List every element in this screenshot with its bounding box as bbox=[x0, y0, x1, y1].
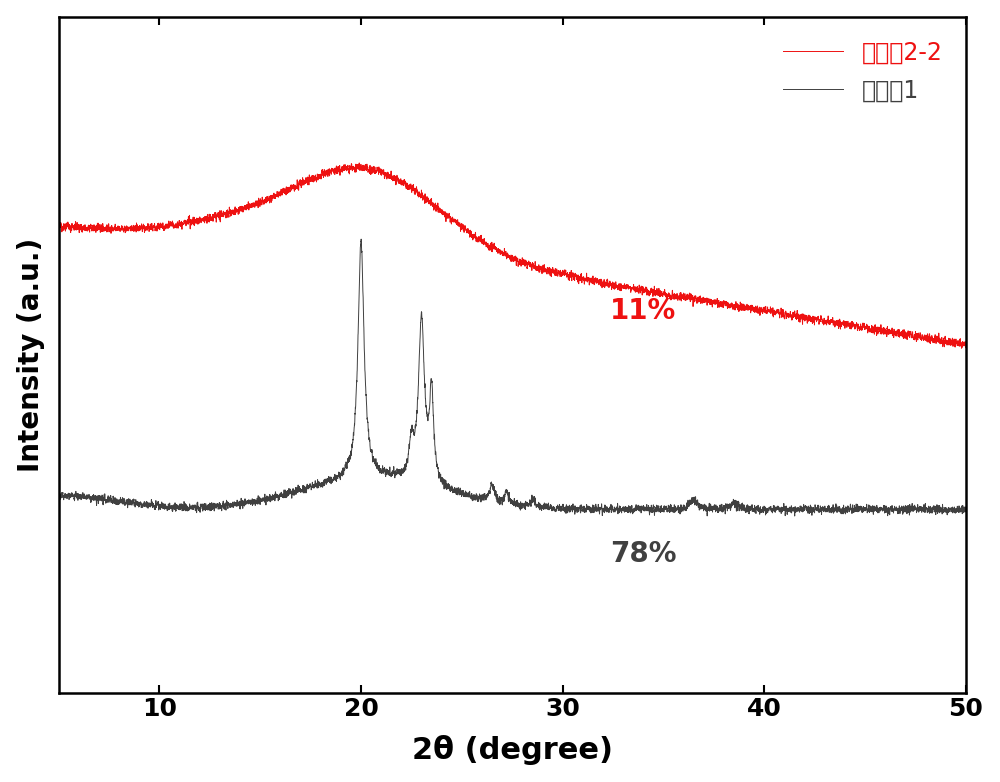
对比例1 bbox=[53, 486, 65, 495]
X-axis label: 2θ (degree): 2θ (degree) bbox=[412, 735, 613, 766]
对比例1 bbox=[295, 487, 307, 497]
实施例2-2 bbox=[353, 158, 365, 167]
实施例2-2 bbox=[621, 283, 633, 292]
对比例1 bbox=[945, 504, 957, 513]
对比例1 bbox=[608, 505, 620, 515]
Text: 78%: 78% bbox=[610, 540, 677, 568]
实施例2-2 bbox=[104, 224, 116, 234]
实施例2-2 bbox=[53, 221, 65, 231]
对比例1 bbox=[621, 504, 633, 514]
对比例1 bbox=[355, 235, 367, 244]
Line: 实施例2-2: 实施例2-2 bbox=[59, 163, 966, 348]
Text: 11%: 11% bbox=[610, 296, 676, 325]
对比例1 bbox=[789, 511, 801, 521]
Line: 对比例1: 对比例1 bbox=[59, 239, 966, 516]
对比例1 bbox=[104, 493, 116, 503]
Legend: 实施例2-2, 对比例1: 实施例2-2, 对比例1 bbox=[772, 28, 954, 114]
实施例2-2 bbox=[769, 307, 781, 316]
对比例1 bbox=[960, 505, 972, 515]
实施例2-2 bbox=[945, 338, 957, 347]
实施例2-2 bbox=[960, 342, 972, 351]
Y-axis label: Intensity (a.u.): Intensity (a.u.) bbox=[17, 238, 45, 472]
实施例2-2 bbox=[295, 180, 307, 189]
实施例2-2 bbox=[608, 281, 620, 290]
实施例2-2 bbox=[956, 343, 968, 353]
对比例1 bbox=[769, 502, 781, 511]
